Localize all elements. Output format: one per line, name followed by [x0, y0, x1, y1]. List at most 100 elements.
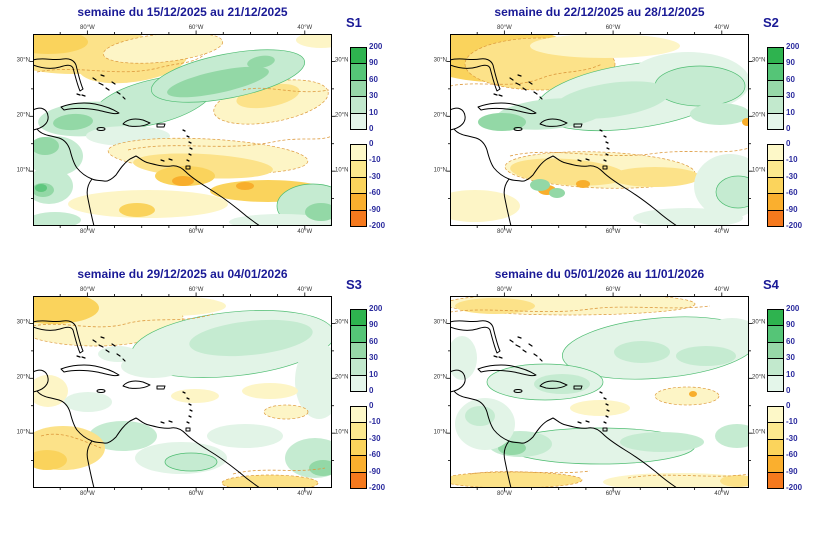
colorbar-cell [350, 63, 367, 81]
lat-tick-label: 20°N [16, 374, 30, 381]
colorbar-label: -10 [369, 417, 381, 427]
colorbar-cell [350, 406, 367, 424]
map-region [715, 424, 749, 448]
map-region [121, 354, 185, 378]
colorbar-label: 60 [369, 74, 378, 84]
lat-tick-label: 30°N [16, 319, 30, 326]
map-canvas [29, 292, 336, 492]
lat-tick-label: 30°N [433, 319, 447, 326]
colorbar-label: -60 [786, 450, 798, 460]
map-border [33, 296, 332, 488]
map-border [450, 34, 749, 226]
colorbar-label: 200 [786, 42, 800, 51]
colorbar-cell [767, 358, 784, 376]
colorbar-label: -60 [369, 188, 381, 198]
lon-tick-label: 60°W [605, 25, 621, 31]
panel-s4: semaine du 05/01/2026 au 11/01/2026 S4 8… [417, 262, 835, 530]
map-canvas [446, 292, 753, 492]
lat-tick-label: 10°N [16, 429, 30, 436]
map-region [676, 346, 736, 366]
lat-tick-label: 10°N [335, 429, 349, 436]
lon-tick-label: 80°W [80, 25, 95, 31]
anomaly-field [450, 34, 749, 226]
map-region [465, 406, 495, 426]
colorbar-cell [350, 193, 367, 211]
colorbar-label: -10 [786, 417, 798, 427]
colorbar-label: 0 [786, 139, 791, 148]
map-region [610, 167, 700, 187]
colorbar-label: 60 [369, 336, 378, 346]
colorbar-cell [767, 374, 784, 392]
scenario-label: S4 [763, 277, 779, 292]
map-region [53, 113, 93, 131]
map-region [296, 34, 332, 48]
colorbar-label: 10 [786, 369, 795, 379]
panel-s2: semaine du 22/12/2025 au 28/12/2025 S2 8… [417, 0, 835, 268]
colorbar-label: 90 [369, 58, 378, 68]
lat-tick-label: 30°N [752, 319, 766, 326]
colorbar-cell [350, 112, 367, 130]
colorbar-label: 90 [786, 320, 795, 330]
lon-tick-label: 80°W [80, 287, 95, 293]
colorbar-cell [767, 79, 784, 98]
colorbar-label: -30 [786, 433, 798, 443]
colorbar-cell [767, 438, 784, 457]
map-region [207, 424, 283, 448]
lat-tick-label: 20°N [752, 112, 766, 119]
map-region [690, 103, 749, 125]
colorbar-cell [350, 471, 367, 489]
map-region [309, 460, 332, 476]
lon-tick-label: 60°W [188, 287, 204, 293]
dashed-contour [40, 433, 102, 449]
map-border [450, 296, 749, 488]
colorbar-cell [767, 471, 784, 489]
lon-tick-label: 80°W [497, 287, 512, 293]
lon-tick-label: 60°W [188, 25, 204, 31]
dashed-contour [33, 313, 214, 328]
lon-tick-label: 40°W [714, 491, 730, 497]
map-region [549, 188, 565, 198]
lat-tick-label: 10°N [433, 429, 447, 436]
colorbar-cell [350, 160, 367, 178]
colorbar-cell [767, 422, 784, 440]
map-region [305, 203, 332, 221]
map-region [576, 180, 590, 188]
map-region [450, 190, 520, 222]
colorbar-cell [767, 406, 784, 424]
lon-tick-label: 40°W [297, 287, 313, 293]
colorbar-cell [350, 96, 367, 114]
panel-title: semaine du 22/12/2025 au 28/12/2025 [494, 5, 705, 19]
map-region [742, 118, 749, 126]
lon-tick-label: 40°W [297, 491, 313, 497]
colorbar-label: 10 [786, 107, 795, 117]
map-region [570, 400, 630, 416]
colorbar-cell [767, 455, 784, 473]
map-region [715, 175, 749, 209]
colorbar-label: 30 [786, 353, 795, 363]
colorbar-label: 10 [369, 369, 378, 379]
panel-s1: semaine du 15/12/2025 au 21/12/2025 S1 8… [0, 0, 418, 268]
anomaly-field [33, 296, 332, 488]
scenario-label: S1 [346, 15, 362, 30]
map-region [247, 55, 275, 69]
lon-tick-label: 80°W [497, 491, 512, 497]
dashed-contour [509, 147, 749, 157]
colorbar-cell [350, 47, 367, 65]
colorbar-cell [350, 209, 367, 227]
colorbar-label: -90 [786, 204, 798, 214]
colorbar-label: -60 [369, 450, 381, 460]
colorbar-label: 0 [786, 124, 791, 133]
map-region [64, 392, 112, 412]
colorbar-cell [767, 160, 784, 178]
lat-tick-label: 10°N [16, 167, 30, 174]
colorbar-cell [350, 455, 367, 473]
map-region [33, 137, 59, 155]
map-region [33, 296, 99, 324]
lon-tick-label: 40°W [714, 287, 730, 293]
colorbar-label: -10 [369, 155, 381, 165]
map-region [455, 298, 535, 314]
panel-title: semaine du 05/01/2026 au 11/01/2026 [494, 267, 705, 281]
colorbar-cell [350, 341, 367, 360]
map-region [33, 34, 88, 54]
dashed-contour [232, 467, 326, 475]
